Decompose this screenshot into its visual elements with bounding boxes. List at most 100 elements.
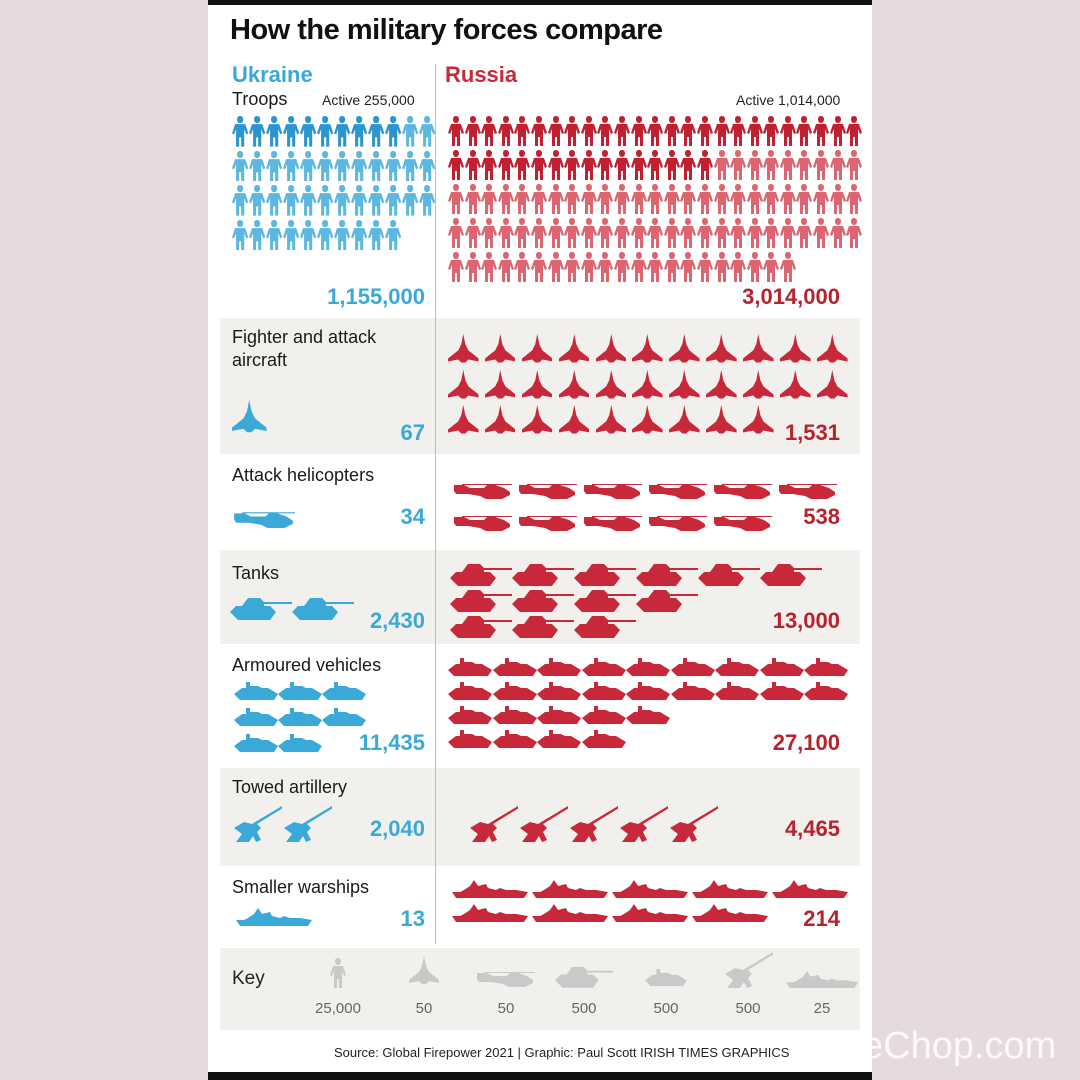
russia-armoured-vehicle-icon (626, 658, 670, 676)
russia-soldier-icon (580, 150, 597, 180)
russia-armoured-vehicle-icon (492, 658, 537, 676)
russia-soldier-icon (613, 252, 630, 282)
russia-soldier-icon (813, 150, 830, 180)
key-item (645, 969, 687, 993)
russia-soldier-icon (564, 150, 581, 180)
russia-soldier-icon (530, 252, 547, 282)
russia-artillery-icon (620, 806, 668, 842)
key-jet-icon (409, 956, 439, 984)
russia-armoured-vehicle-icon (537, 658, 581, 676)
russia-fighter-jet-icon (484, 405, 516, 434)
russia-soldier-icon (763, 150, 780, 180)
ukraine-soldier-icon (249, 219, 266, 251)
russia-soldier-icon (547, 116, 564, 146)
russia-soldier-icon (730, 252, 747, 282)
column-divider (435, 64, 436, 944)
russia-soldier-icon (448, 218, 464, 248)
russia-soldier-icon (680, 252, 697, 282)
ukraine-value: 2,040 (369, 816, 425, 841)
ukraine-warship-icons (236, 906, 312, 926)
russia-armoured-vehicle-icon (804, 658, 848, 676)
ukraine-soldier-icon (385, 219, 402, 251)
russia-soldier-icon (630, 150, 647, 180)
russia-tank-icon (574, 590, 636, 612)
key-value: 50 (497, 1000, 515, 1017)
ukraine-soldier-icon (266, 150, 283, 182)
row-smaller-warships: Smaller warships 13 214 (220, 868, 860, 944)
russia-soldier-icon (547, 150, 564, 180)
russia-fighter-jet-icon (595, 334, 627, 363)
infographic-card: How the military forces compare Ukraine … (208, 0, 872, 1080)
russia-soldier-icon (829, 150, 846, 180)
ukraine-soldier-icon (300, 150, 317, 182)
russia-armoured-vehicle-icon (759, 682, 804, 700)
russia-soldier-icon (530, 218, 547, 248)
top-border (208, 0, 872, 5)
russia-value: 27,100 (772, 730, 840, 755)
key-tank-icon (554, 967, 614, 988)
russia-tank-icon (512, 590, 574, 612)
russia-armoured-vehicle-icon (670, 658, 715, 676)
key-soldier-icon (330, 958, 346, 988)
russia-fighter-jet-icon (743, 369, 774, 399)
russia-soldier-icon (829, 184, 846, 214)
ukraine-helicopter-icons (232, 506, 297, 529)
russia-warship-icon (692, 880, 768, 898)
ukraine-soldier-icon (266, 219, 283, 251)
ukraine-artillery-icon (234, 806, 282, 842)
key-item (554, 965, 614, 993)
russia-soldier-icon (829, 116, 846, 146)
ukraine-soldier-icon (283, 116, 300, 147)
russia-fighter-jet-icon (632, 405, 664, 434)
russia-soldier-icon (763, 252, 780, 282)
russia-artillery-icon (520, 806, 568, 842)
row-armoured-vehicles: Armoured vehicles 11,435 27,100 (220, 646, 860, 766)
russia-soldier-icon (663, 218, 680, 248)
russia-soldier-icon (564, 252, 581, 282)
key-heli-icon (475, 970, 535, 987)
russia-soldier-icon (481, 218, 498, 248)
ukraine-soldier-icon (300, 116, 317, 147)
ukraine-tank-icons (230, 596, 354, 620)
ukraine-soldier-icon (419, 116, 436, 147)
russia-tank-icon (636, 564, 698, 586)
russia-helicopter-icon (452, 514, 512, 531)
russia-armoured-vehicle-icon (537, 730, 581, 748)
russia-soldier-icon (796, 150, 813, 180)
russia-soldier-icon (663, 184, 680, 214)
key-item (330, 958, 346, 993)
russia-fighter-jet-icon (632, 334, 664, 363)
russia-soldier-icon (647, 218, 664, 248)
russia-soldier-icon (713, 252, 730, 282)
russia-soldier-icon (813, 116, 830, 146)
russia-soldier-icon (730, 116, 747, 146)
russia-tank-icon (636, 590, 698, 612)
russia-armoured-vehicle-icon (448, 682, 492, 700)
russia-fighter-jet-icon (816, 369, 848, 399)
russia-soldier-icon (497, 150, 514, 180)
russia-soldier-icon (630, 218, 647, 248)
ukraine-value: 11,435 (358, 730, 425, 755)
russia-fighter-jet-icon (595, 369, 627, 399)
russia-value: 214 (803, 906, 840, 931)
russia-helicopter-icon (582, 514, 642, 531)
ukraine-soldier-icon (283, 219, 300, 251)
russia-soldier-icon (813, 218, 830, 248)
ukraine-soldier-icon (317, 116, 334, 147)
russia-soldier-icon (713, 218, 730, 248)
russia-value: 4,465 (784, 816, 840, 841)
russia-soldier-icon (597, 218, 614, 248)
ukraine-armoured-vehicle-icon (234, 708, 278, 726)
russia-armoured-vehicle-icon (715, 658, 759, 676)
russia-fighter-jet-icon (669, 405, 700, 434)
russia-soldier-icon (663, 150, 680, 180)
key-artillery-icon (725, 952, 774, 988)
russia-soldier-icon (746, 184, 763, 214)
russia-warship-icon (452, 904, 528, 922)
ukraine-soldier-icon (334, 150, 351, 182)
key-item (475, 966, 537, 993)
russia-armoured-vehicle-icon (626, 682, 670, 700)
key-value: 50 (415, 1000, 433, 1017)
ukraine-soldier-icon (419, 150, 436, 182)
legend-key: Key 25,000 50 50 500 500 500 25 (220, 948, 860, 1030)
